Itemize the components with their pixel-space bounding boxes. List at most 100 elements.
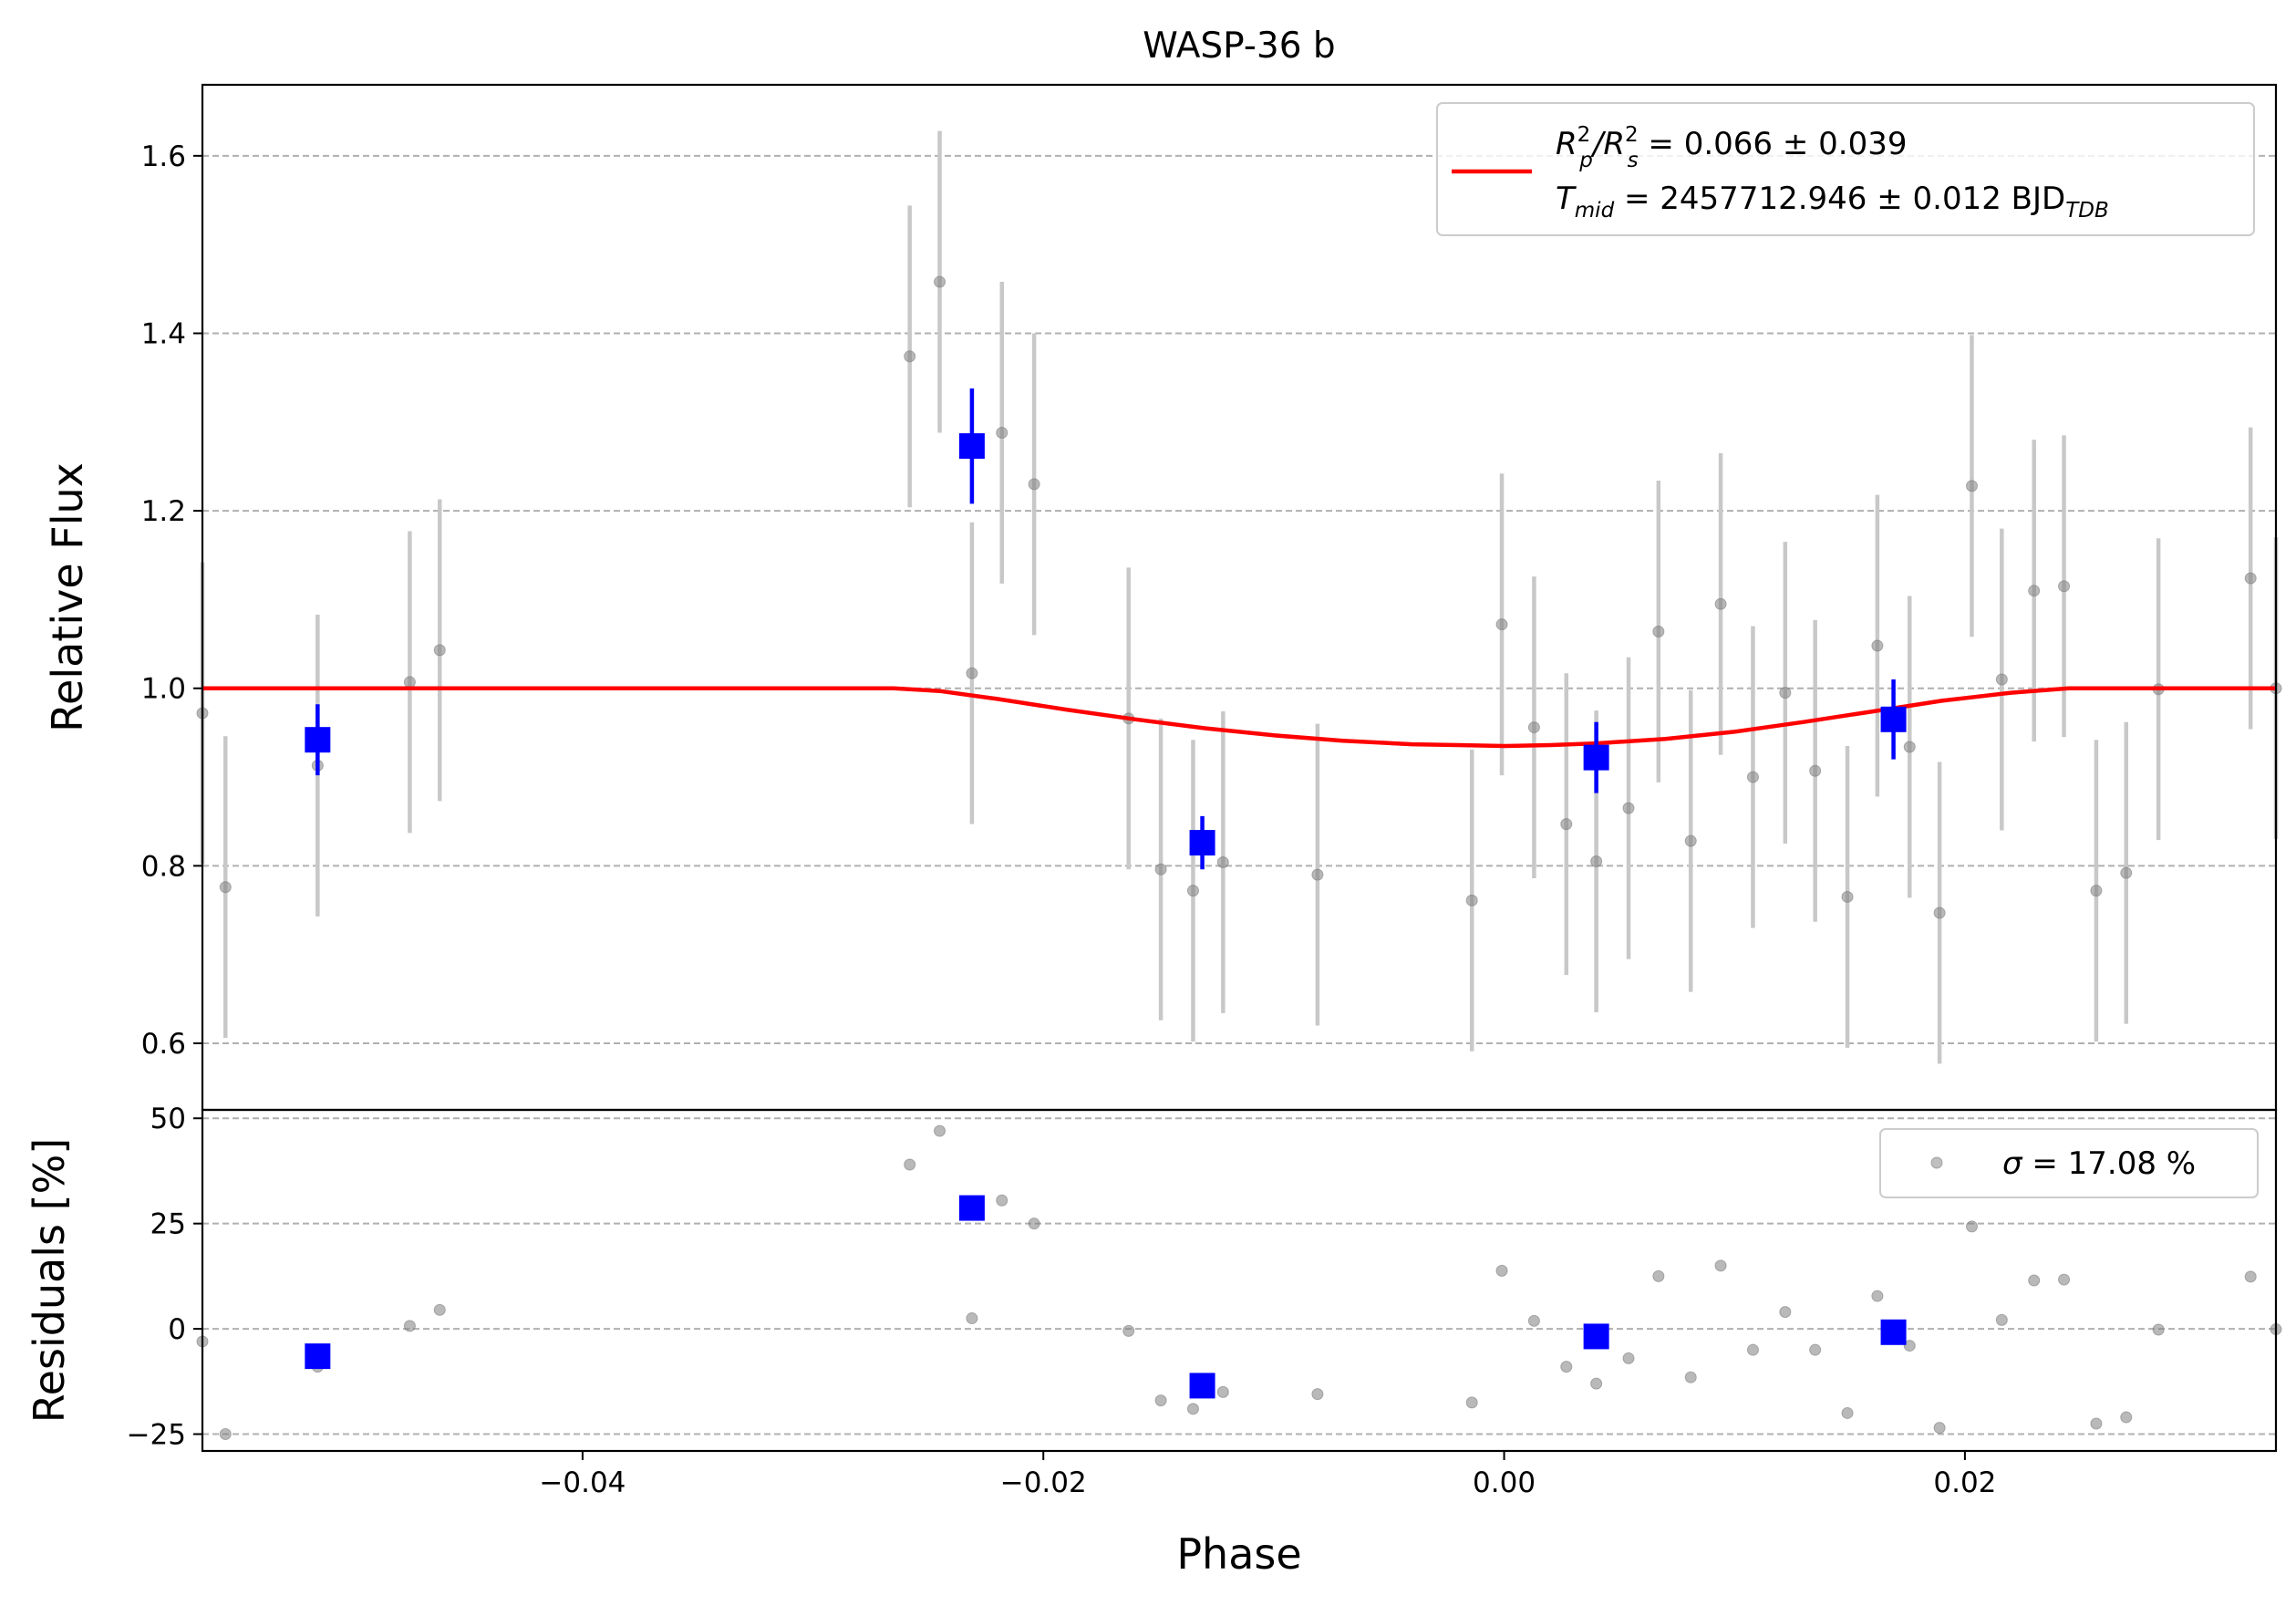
residual-binned-point <box>1583 1323 1609 1350</box>
transit-model-series <box>202 686 2276 749</box>
raw-point <box>1495 618 1508 631</box>
residual-raw-point <box>1311 1388 1324 1401</box>
binned-point <box>305 727 331 753</box>
binned-point <box>1189 830 1215 856</box>
residual-raw-point <box>2120 1411 2133 1424</box>
raw-point <box>934 275 946 288</box>
raw-point <box>219 881 232 894</box>
main-y-tick-label: 1.6 <box>141 140 186 173</box>
x-tick-label: 0.00 <box>1473 1466 1536 1499</box>
raw-point <box>1684 834 1697 847</box>
residual-raw-point <box>219 1428 232 1441</box>
residual-raw-point <box>1622 1352 1635 1364</box>
legend-rp-rs-text: R2 p/R2 s = 0.066 ± 0.039 <box>1556 123 1907 172</box>
residuals-y-ticks: −25 0 25 50 <box>127 1103 202 1452</box>
main-y-tick-label: 1.4 <box>141 317 186 350</box>
raw-point <box>1933 907 1946 919</box>
main-y-ticks: 0.6 0.8 1.0 1.2 1.4 1.6 <box>141 140 202 1061</box>
raw-point <box>2058 580 2071 593</box>
residual-raw-point <box>1995 1313 2008 1326</box>
raw-point <box>1311 868 1324 881</box>
residual-raw-point <box>2152 1323 2165 1336</box>
residual-raw-point <box>1495 1264 1508 1277</box>
residuals-y-tick-label: 50 <box>150 1103 186 1135</box>
main-axes-frame <box>201 83 2278 1112</box>
residuals-legend-marker <box>1930 1156 1943 1169</box>
residual-raw-point <box>1746 1343 1759 1356</box>
residual-raw-point <box>1216 1385 1229 1398</box>
residual-raw-point <box>1154 1394 1167 1407</box>
raw-point <box>1903 741 1916 753</box>
residual-raw-point <box>1903 1340 1916 1352</box>
residual-raw-point <box>1028 1217 1040 1230</box>
residual-raw-point <box>2244 1270 2257 1283</box>
raw-point <box>1028 478 1040 491</box>
residual-raw-point <box>1714 1259 1727 1272</box>
raw-point <box>1871 639 1884 652</box>
raw-point <box>996 426 1008 439</box>
raw-point <box>1560 818 1573 831</box>
raw-point <box>1154 863 1167 876</box>
residual-raw-point <box>1560 1361 1573 1373</box>
residual-binned-point <box>305 1343 331 1370</box>
residual-raw-point <box>904 1158 916 1171</box>
binned-point <box>1880 706 1907 732</box>
residual-raw-point <box>1590 1377 1603 1390</box>
raw-point <box>1590 855 1603 868</box>
residual-raw-point <box>934 1124 946 1137</box>
raw-data-series <box>196 130 2282 1064</box>
residual-raw-point <box>2058 1273 2071 1286</box>
main-y-tick-label: 0.6 <box>141 1028 186 1061</box>
raw-point <box>1714 597 1727 610</box>
x-tick-label: −0.04 <box>539 1466 626 1499</box>
x-ticks: −0.04 −0.02 0.00 0.02 <box>539 1451 1996 1499</box>
x-tick-label: 0.02 <box>1933 1466 1996 1499</box>
raw-point <box>1216 855 1229 868</box>
raw-point <box>403 676 416 689</box>
residuals-axes-frame <box>201 1108 2278 1453</box>
residual-binned-point <box>1189 1373 1215 1399</box>
residual-raw-point <box>1809 1343 1822 1356</box>
main-legend-box <box>1436 102 2255 236</box>
main-y-tick-label: 0.8 <box>141 850 186 883</box>
raw-point <box>1841 890 1854 903</box>
raw-point <box>904 350 916 363</box>
residual-raw-point <box>433 1303 446 1316</box>
binned-point <box>958 433 985 460</box>
residual-binned-point <box>958 1195 985 1221</box>
residuals-binned-series <box>305 1195 1907 1399</box>
residual-raw-point <box>1122 1324 1135 1337</box>
residual-raw-point <box>1527 1314 1540 1327</box>
residuals-y-tick-label: 0 <box>168 1313 186 1346</box>
raw-point <box>1527 721 1540 734</box>
residual-raw-point <box>1965 1220 1978 1233</box>
residual-raw-point <box>996 1194 1008 1207</box>
residuals-legend: σ = 17.08 % <box>1879 1128 2259 1198</box>
binned-data-series <box>305 388 1907 870</box>
main-y-axis-label: Relative Flux <box>43 462 92 732</box>
residual-raw-point <box>1186 1403 1199 1415</box>
binned-point <box>1583 744 1609 771</box>
chart-title: WASP-36 b <box>1143 26 1335 67</box>
raw-point <box>1465 894 1478 907</box>
residual-raw-point <box>1652 1269 1665 1282</box>
residual-raw-point <box>966 1312 978 1325</box>
raw-point <box>1652 625 1665 637</box>
residual-raw-point <box>1933 1422 1946 1435</box>
raw-point <box>1746 771 1759 783</box>
main-grid <box>202 154 2276 1045</box>
transit-model-line <box>202 686 2276 749</box>
raw-point <box>1779 687 1792 699</box>
main-panel: 0.6 0.8 1.0 1.2 1.4 1.6 Relative Flux R2 p/R2 s… <box>43 83 2282 1112</box>
residuals-grid <box>202 1117 2276 1435</box>
residual-raw-point <box>1871 1290 1884 1302</box>
residuals-y-tick-label: 25 <box>150 1208 186 1241</box>
raw-point <box>2120 866 2133 879</box>
raw-point <box>1995 673 2008 686</box>
residual-binned-point <box>1880 1319 1907 1345</box>
residual-raw-point <box>403 1320 416 1332</box>
residual-raw-point <box>1841 1406 1854 1419</box>
residuals-raw-series <box>196 1124 2282 1441</box>
residual-raw-point <box>2028 1274 2041 1287</box>
